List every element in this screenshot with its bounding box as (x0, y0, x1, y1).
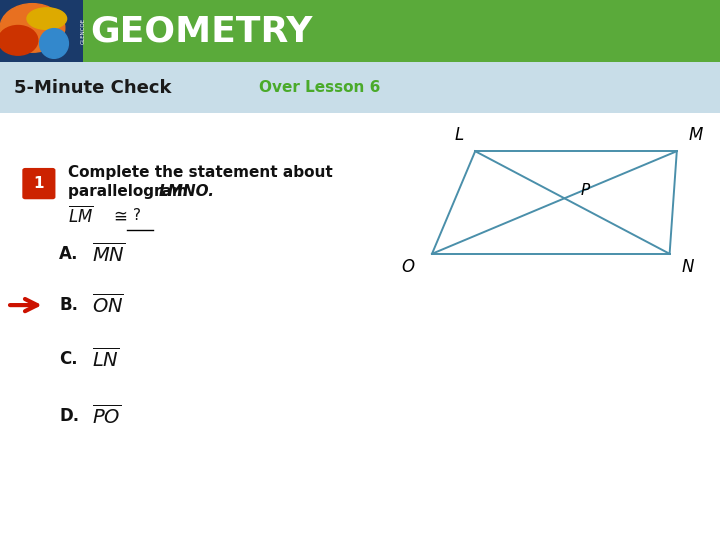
Text: L: L (454, 126, 464, 144)
Text: N: N (681, 258, 693, 276)
Bar (0, 0, 83, 62)
Text: $\overline{LN}$: $\overline{LN}$ (92, 347, 120, 371)
Ellipse shape (40, 29, 68, 58)
Text: M: M (688, 126, 703, 144)
Text: $\overline{MN}$: $\overline{MN}$ (92, 242, 125, 266)
Text: GEOMETRY: GEOMETRY (90, 14, 312, 48)
Text: B.: B. (59, 296, 78, 314)
Text: Complete the statement about: Complete the statement about (68, 165, 333, 180)
Text: $\overline{LM}$: $\overline{LM}$ (68, 206, 94, 226)
Text: O: O (402, 258, 415, 276)
Text: GLENCOE: GLENCOE (81, 18, 86, 44)
Text: $\cong$: $\cong$ (110, 207, 127, 225)
Text: $\overline{PO}$: $\overline{PO}$ (92, 404, 121, 428)
Text: 5-Minute Check: 5-Minute Check (14, 79, 172, 97)
Text: C.: C. (59, 350, 78, 368)
Text: 1: 1 (34, 176, 44, 191)
Bar (0, 62, 720, 113)
Text: ?: ? (133, 208, 141, 224)
Text: Over Lesson 6: Over Lesson 6 (259, 80, 381, 95)
Bar (0, 0, 720, 62)
Text: LMNO.: LMNO. (158, 184, 215, 199)
Text: $\overline{ON}$: $\overline{ON}$ (92, 293, 124, 317)
FancyBboxPatch shape (22, 168, 55, 199)
Ellipse shape (0, 25, 37, 55)
Text: D.: D. (59, 407, 79, 425)
Text: P: P (581, 183, 590, 198)
Ellipse shape (27, 8, 67, 29)
Text: A.: A. (59, 245, 78, 263)
Ellipse shape (0, 4, 65, 52)
Text: parallelogram: parallelogram (68, 184, 194, 199)
